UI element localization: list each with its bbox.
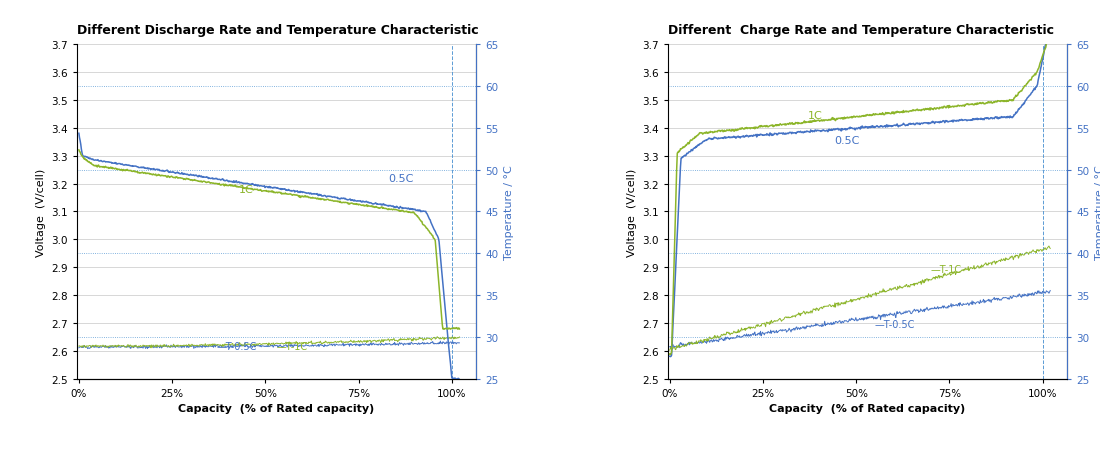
Y-axis label: Temperature / °C: Temperature / °C bbox=[1094, 165, 1100, 259]
Text: 1C: 1C bbox=[807, 111, 823, 121]
Text: —T-1C: —T-1C bbox=[276, 342, 308, 352]
X-axis label: Capacity  (% of Rated capacity): Capacity (% of Rated capacity) bbox=[178, 403, 375, 414]
Text: —T-1C: —T-1C bbox=[931, 264, 962, 274]
Y-axis label: Voltage  (V/cell): Voltage (V/cell) bbox=[36, 168, 46, 256]
Text: Different  Charge Rate and Temperature Characteristic: Different Charge Rate and Temperature Ch… bbox=[668, 24, 1054, 37]
X-axis label: Capacity  (% of Rated capacity): Capacity (% of Rated capacity) bbox=[769, 403, 966, 414]
Y-axis label: Temperature / °C: Temperature / °C bbox=[504, 165, 514, 259]
Text: Different Discharge Rate and Temperature Characteristic: Different Discharge Rate and Temperature… bbox=[77, 24, 478, 37]
Text: 1C: 1C bbox=[240, 184, 254, 194]
Text: 0.5C: 0.5C bbox=[834, 136, 859, 146]
Y-axis label: Voltage  (V/cell): Voltage (V/cell) bbox=[627, 168, 637, 256]
Text: —T-0.5C: —T-0.5C bbox=[874, 319, 915, 329]
Text: —T-0.5C: —T-0.5C bbox=[217, 342, 257, 352]
Text: 0.5C: 0.5C bbox=[388, 173, 414, 184]
